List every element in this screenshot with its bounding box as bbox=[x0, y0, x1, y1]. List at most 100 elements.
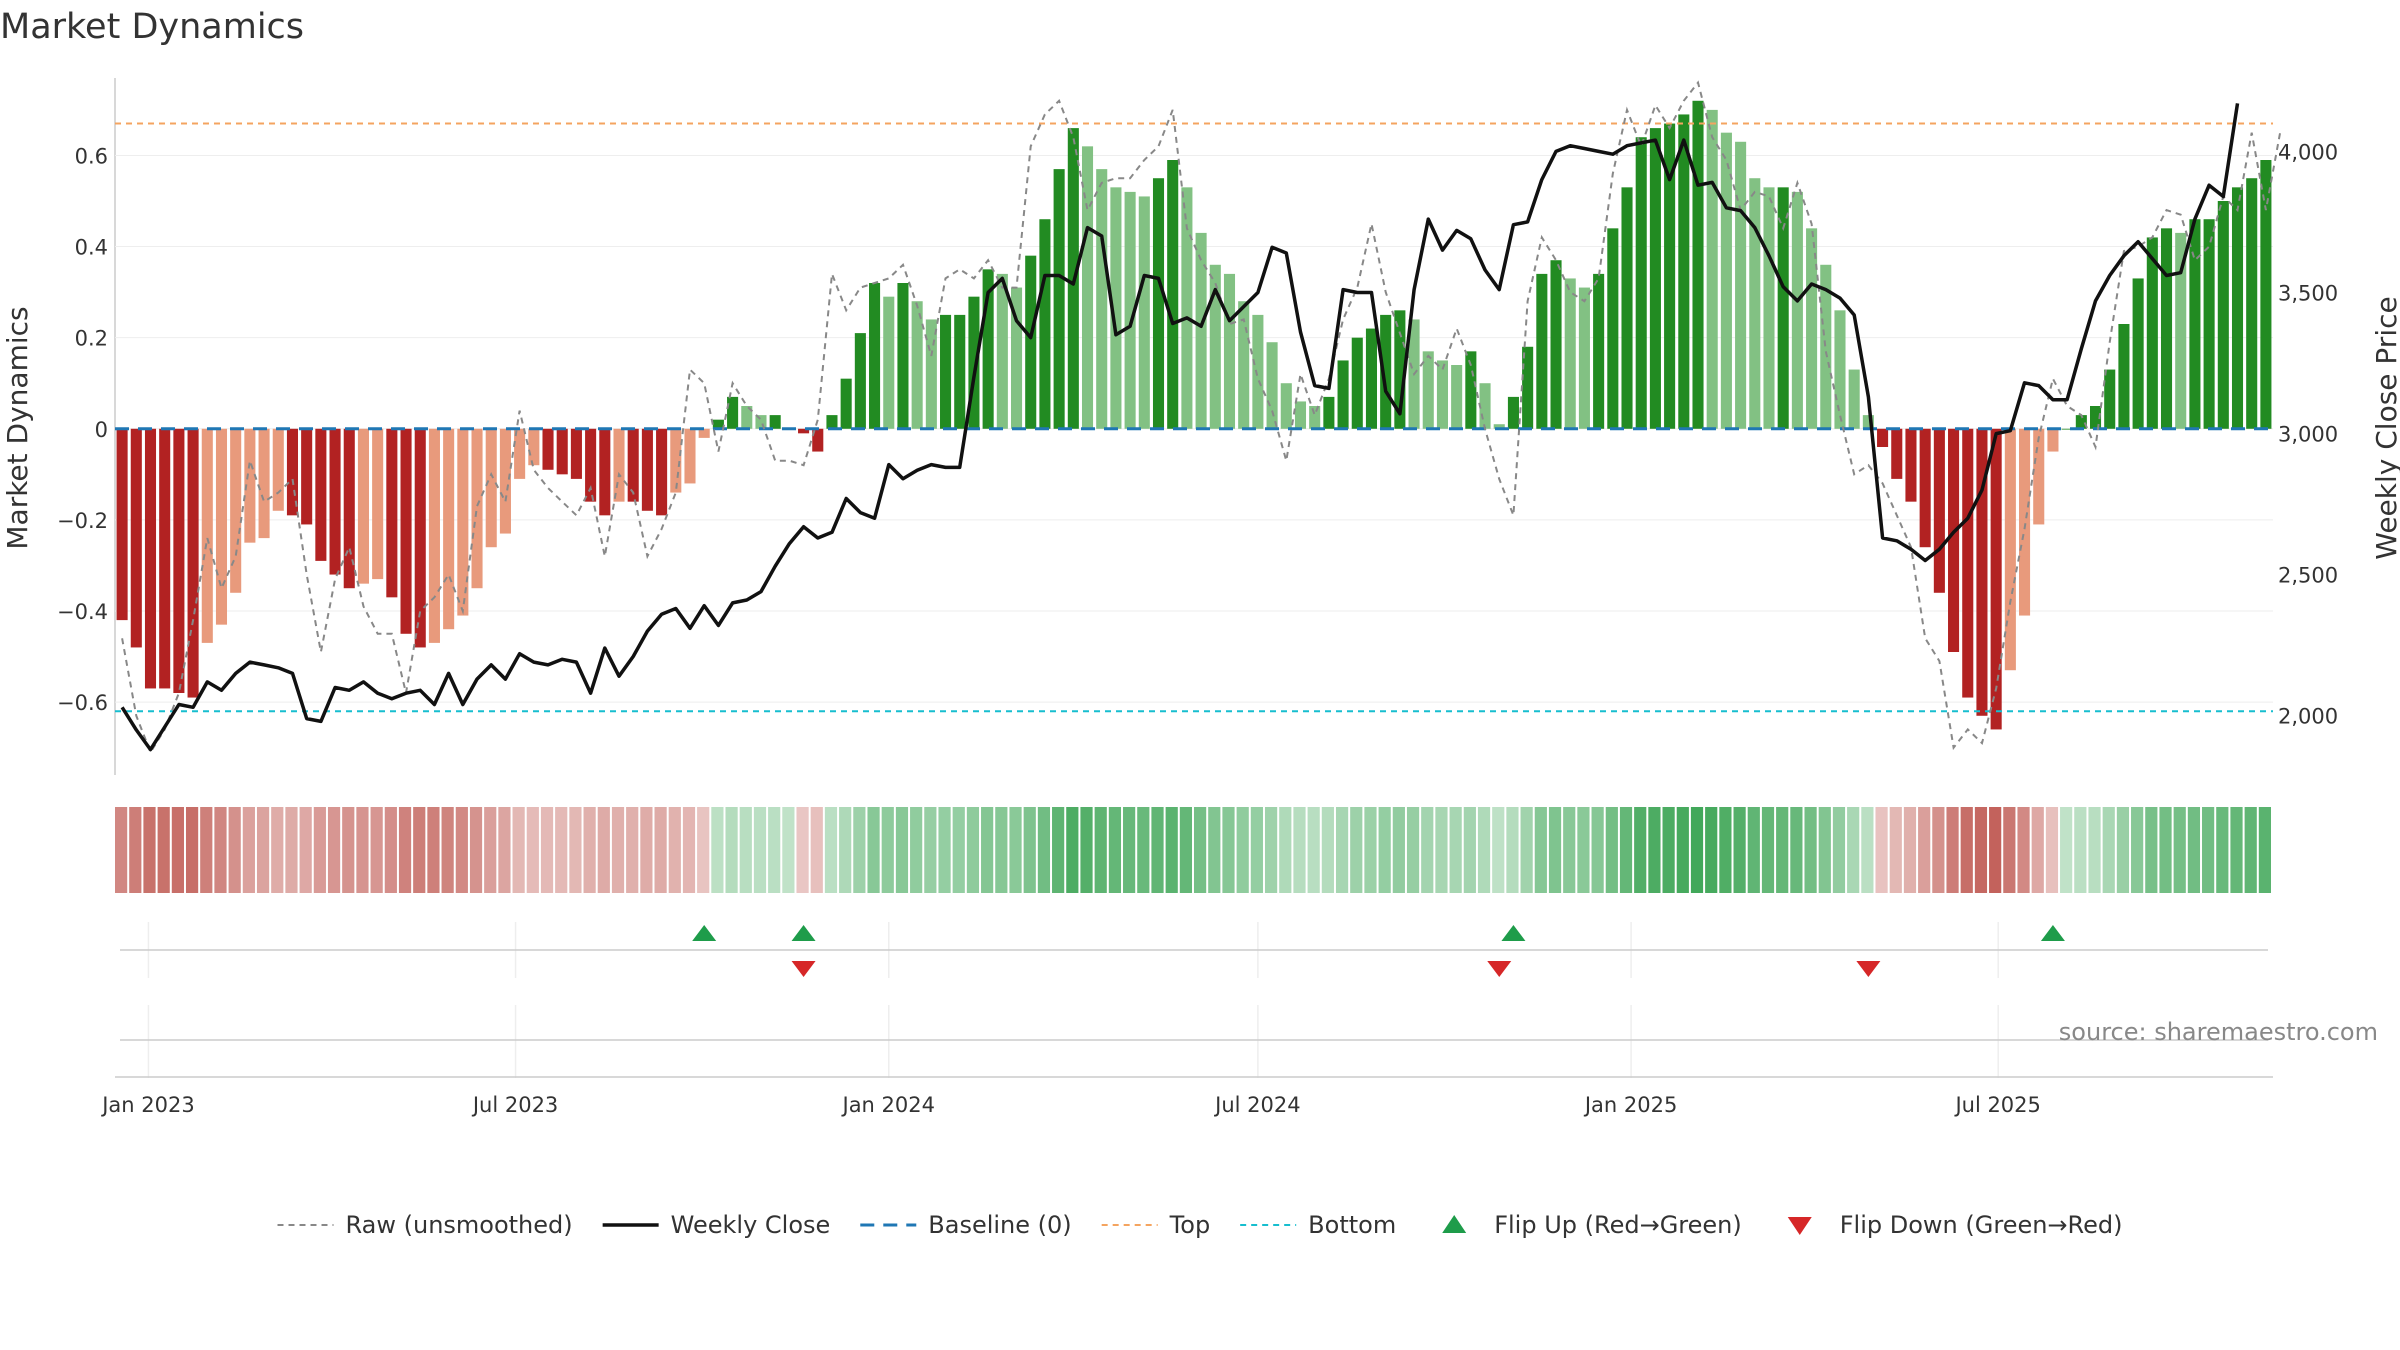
heat-cell bbox=[2202, 807, 2215, 893]
heat-cell bbox=[285, 807, 298, 893]
dynamics-bar bbox=[230, 428, 242, 593]
dynamics-bar bbox=[244, 428, 256, 543]
dynamics-bar bbox=[883, 296, 895, 429]
dynamics-bar bbox=[599, 428, 611, 516]
x-tick-label: Jul 2024 bbox=[1213, 1093, 1300, 1117]
heat-cell bbox=[484, 807, 497, 893]
heat-cell bbox=[796, 807, 809, 893]
heat-cell bbox=[1960, 807, 1973, 893]
dynamics-bar bbox=[2061, 428, 2073, 430]
heat-cell bbox=[881, 807, 894, 893]
dynamics-bar bbox=[343, 428, 355, 589]
dynamics-bar bbox=[1607, 228, 1619, 429]
dynamics-bar bbox=[215, 428, 228, 625]
y-tick-label: 0.6 bbox=[75, 144, 108, 168]
heat-cell bbox=[995, 807, 1008, 893]
heat-cell bbox=[654, 807, 667, 893]
heat-cell bbox=[1577, 807, 1590, 893]
dynamics-bar bbox=[1025, 255, 1037, 429]
heat-cell bbox=[895, 807, 909, 893]
heat-cell bbox=[1392, 807, 1405, 893]
dynamics-bar bbox=[1578, 287, 1590, 429]
x-axis-ticks: Jan 2023 Jul 2023 Jan 2024 Jul 2024 Jan 2025… bbox=[100, 1093, 2041, 1117]
flip-up-marker bbox=[1501, 925, 1526, 941]
dynamics-bar bbox=[613, 428, 625, 502]
heat-cell bbox=[1250, 807, 1263, 893]
dynamics-bar bbox=[2246, 178, 2258, 429]
legend-top-label: Top bbox=[1169, 1211, 1211, 1239]
dynamics-bar bbox=[2217, 201, 2229, 429]
heat-cell bbox=[1733, 807, 1746, 893]
y-tick-label: −0.2 bbox=[57, 509, 108, 533]
heat-cell bbox=[1918, 807, 1931, 893]
dynamics-bar bbox=[698, 428, 710, 438]
dynamics-bar bbox=[1451, 365, 1463, 429]
series-lines bbox=[120, 80, 2282, 755]
legend-bottom-label: Bottom bbox=[1308, 1211, 1396, 1239]
dynamics-bar bbox=[1649, 128, 1661, 429]
dynamics-bar bbox=[286, 428, 299, 516]
heat-cell bbox=[1279, 807, 1292, 893]
dynamics-bar bbox=[641, 428, 653, 511]
dynamics-bar bbox=[1252, 314, 1264, 429]
legend-flip-down-label: Flip Down (Green→Red) bbox=[1840, 1211, 2123, 1239]
dynamics-bar bbox=[386, 428, 398, 598]
dynamics-bar bbox=[2231, 187, 2244, 429]
flip-markers-panel bbox=[120, 922, 2268, 978]
y-tick-label: −0.6 bbox=[57, 691, 108, 715]
heat-cell bbox=[824, 807, 838, 893]
legend-raw-label: Raw (unsmoothed) bbox=[346, 1211, 573, 1239]
dynamics-bar bbox=[1422, 351, 1434, 429]
dynamics-bar bbox=[130, 428, 142, 648]
chart-title: Market Dynamics bbox=[0, 7, 304, 47]
heat-cell bbox=[1832, 807, 1846, 893]
heat-cell bbox=[1591, 807, 1604, 893]
dynamics-bar bbox=[1735, 141, 1747, 429]
heat-cell bbox=[398, 807, 412, 893]
dynamics-bar bbox=[940, 314, 952, 429]
dynamics-bar bbox=[1209, 264, 1221, 429]
dynamics-bar bbox=[1436, 360, 1448, 429]
dynamics-bar bbox=[1479, 383, 1491, 429]
dynamics-bar bbox=[414, 428, 426, 648]
dynamics-bar bbox=[1380, 314, 1392, 429]
heat-cell bbox=[1847, 807, 1860, 893]
dynamics-bar bbox=[840, 378, 852, 429]
heat-cell bbox=[1534, 807, 1547, 893]
heat-cell bbox=[1123, 807, 1136, 893]
flip-down-marker bbox=[1856, 961, 1881, 977]
dynamics-bar bbox=[542, 428, 554, 470]
dynamics-bar bbox=[911, 301, 923, 429]
dynamics-bar bbox=[1195, 232, 1207, 429]
dynamics-bar bbox=[1053, 169, 1065, 429]
dynamics-bar bbox=[925, 319, 937, 429]
dynamics-bar bbox=[1877, 428, 1889, 447]
dynamics-bar bbox=[1507, 396, 1519, 429]
dynamics-bar bbox=[2019, 428, 2031, 616]
dynamics-bar bbox=[954, 314, 966, 429]
dynamics-bar bbox=[485, 428, 497, 548]
dynamics-bar bbox=[1138, 196, 1150, 429]
heat-cell bbox=[200, 807, 213, 893]
dynamics-bar bbox=[173, 428, 185, 693]
dynamics-bar bbox=[1820, 264, 1832, 429]
dynamics-bar bbox=[826, 415, 838, 429]
dynamics-bar bbox=[372, 428, 384, 580]
dynamics-bar bbox=[116, 428, 128, 621]
dynamics-bar bbox=[1110, 187, 1122, 429]
dynamics-bar bbox=[1337, 360, 1349, 429]
dynamics-bar bbox=[1238, 301, 1250, 429]
heat-cell bbox=[256, 807, 270, 893]
heat-cell bbox=[327, 807, 341, 893]
dynamics-bar bbox=[1678, 114, 1690, 429]
dynamics-bar bbox=[854, 333, 866, 429]
dynamics-bar bbox=[357, 428, 369, 584]
dynamics-bar bbox=[329, 428, 341, 575]
heat-cell bbox=[1023, 807, 1036, 893]
dynamics-bar bbox=[727, 396, 739, 429]
dynamics-bar bbox=[1081, 146, 1094, 429]
dynamics-bar bbox=[1465, 351, 1477, 429]
heat-cell bbox=[668, 807, 681, 893]
legend-flip-down-swatch bbox=[1787, 1217, 1812, 1235]
heat-cell bbox=[1236, 807, 1249, 893]
